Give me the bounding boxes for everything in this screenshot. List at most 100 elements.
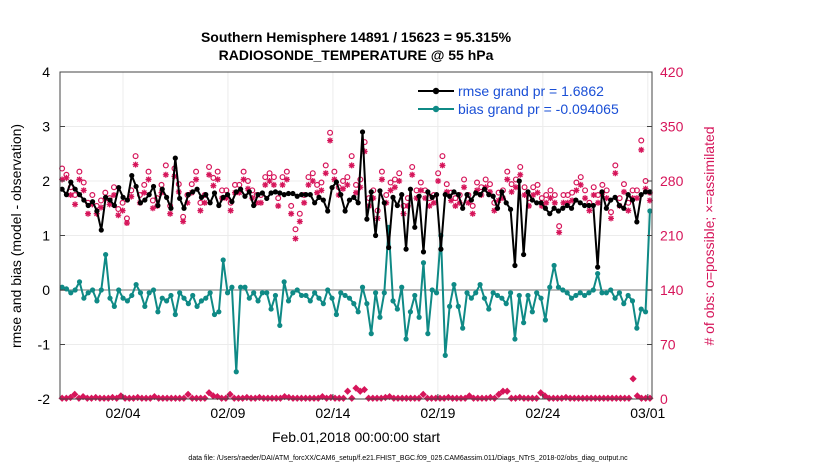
obs-assimilated-point xyxy=(404,202,411,209)
obs-assimilated-point xyxy=(309,178,316,184)
footnote: data file: /Users/raeder/DAI/ATM_forcXX/… xyxy=(188,455,628,462)
rmse-point xyxy=(542,205,549,211)
obs-possible-point xyxy=(340,178,347,185)
rmse-point xyxy=(146,192,152,198)
x-tick-label: 03/01 xyxy=(630,405,665,421)
obs-assimilated-point xyxy=(180,218,187,225)
obs-assimilated-point xyxy=(504,176,511,183)
rmse-point xyxy=(507,206,514,212)
obs-assimilated-point xyxy=(145,176,152,183)
rmse-point xyxy=(521,251,527,258)
bias-point xyxy=(181,295,187,301)
rmse-point xyxy=(294,193,300,199)
x-axis-label: Feb.01,2018 00:00:00 start xyxy=(272,429,440,445)
obs-possible-point xyxy=(638,137,645,144)
bias-point xyxy=(285,298,292,304)
obs-assimilated-point xyxy=(184,199,191,206)
obs-assimilated-point xyxy=(266,178,273,184)
obs-low-point xyxy=(205,389,213,397)
obs-assimilated-point xyxy=(210,182,217,189)
obs-assimilated-point xyxy=(279,181,286,188)
obs-low-point xyxy=(532,394,541,402)
obs-possible-point xyxy=(76,168,83,175)
bias-point xyxy=(146,290,152,296)
bias-point xyxy=(163,298,170,304)
bias-point xyxy=(346,295,353,301)
obs-assimilated-point xyxy=(296,218,303,225)
obs-assimilated-point xyxy=(378,176,385,183)
obs-assimilated-point xyxy=(361,148,368,155)
obs-assimilated-point xyxy=(633,195,640,202)
obs-low-point xyxy=(562,393,570,402)
obs-possible-point xyxy=(353,181,360,188)
rmse-point xyxy=(242,193,248,199)
x-tick-label: 02/19 xyxy=(420,405,455,421)
rmse-point xyxy=(429,194,435,200)
bias-point xyxy=(68,290,74,296)
grid-layer xyxy=(60,71,652,400)
obs-possible-point xyxy=(296,210,303,217)
obs-assimilated-point xyxy=(595,199,602,206)
x-tick-label: 02/04 xyxy=(105,405,140,421)
obs-assimilated-point xyxy=(197,207,204,214)
obs-assimilated-point xyxy=(193,176,200,183)
bias-point xyxy=(277,322,283,329)
bias-point xyxy=(133,281,139,288)
obs-possible-point xyxy=(564,192,571,199)
rmse-point xyxy=(390,194,396,200)
bias-point xyxy=(638,306,644,312)
rmse-point xyxy=(329,184,335,191)
bias-point xyxy=(224,290,231,296)
obs-assimilated-point xyxy=(288,210,295,217)
bias-point xyxy=(355,309,361,315)
rmse-point xyxy=(638,192,644,198)
rmse-point xyxy=(133,183,139,190)
obs-low-point xyxy=(360,386,369,394)
obs-assimilated-point xyxy=(357,184,364,191)
obs-assimilated-point xyxy=(97,204,104,211)
obs-possible-point xyxy=(331,168,338,175)
bias-point xyxy=(420,260,427,266)
rmse-point xyxy=(464,192,470,198)
rmse-point xyxy=(285,190,292,197)
obs-assimilated-point xyxy=(128,193,135,200)
obs-assimilated-point xyxy=(452,202,459,209)
obs-possible-point xyxy=(322,162,329,169)
obs-possible-point xyxy=(305,174,312,181)
rmse-point xyxy=(307,192,313,198)
obs-assimilated-point xyxy=(244,185,251,192)
bias-point xyxy=(503,301,509,307)
rmse-point xyxy=(477,192,483,198)
obs-low-point xyxy=(419,390,427,398)
obs-possible-point xyxy=(612,162,619,169)
obs-possible-point xyxy=(102,189,109,196)
rmse-point xyxy=(89,199,96,205)
rmse-point xyxy=(159,186,165,192)
bias-point xyxy=(529,309,535,315)
bias-point xyxy=(220,257,226,263)
obs-possible-point xyxy=(599,181,606,188)
bias-point xyxy=(555,284,562,290)
bias-point xyxy=(525,292,531,299)
bias-point xyxy=(377,314,383,320)
rmse-point xyxy=(433,192,440,198)
left-tick-label: 1 xyxy=(42,228,50,244)
rmse-point xyxy=(63,192,70,198)
bias-point xyxy=(608,287,614,293)
rmse-point xyxy=(355,200,361,206)
obs-assimilated-point xyxy=(262,181,269,188)
obs-assimilated-point xyxy=(318,187,325,194)
chart-title-line1: Southern Hemisphere 14891 / 15623 = 95.3… xyxy=(201,29,512,45)
bias-point xyxy=(155,309,161,315)
bias-point xyxy=(477,281,483,288)
obs-assimilated-point xyxy=(608,215,615,222)
bias-point xyxy=(59,284,65,290)
rmse-point xyxy=(325,208,331,214)
obs-assimilated-point xyxy=(322,170,329,177)
obs-low-point xyxy=(348,394,356,402)
legend-bias-label: bias grand pr = -0.094065 xyxy=(458,101,619,117)
obs-assimilated-point xyxy=(577,181,584,188)
rmse-point xyxy=(503,200,509,206)
rmse-point xyxy=(486,192,492,198)
obs-assimilated-point xyxy=(141,189,148,196)
